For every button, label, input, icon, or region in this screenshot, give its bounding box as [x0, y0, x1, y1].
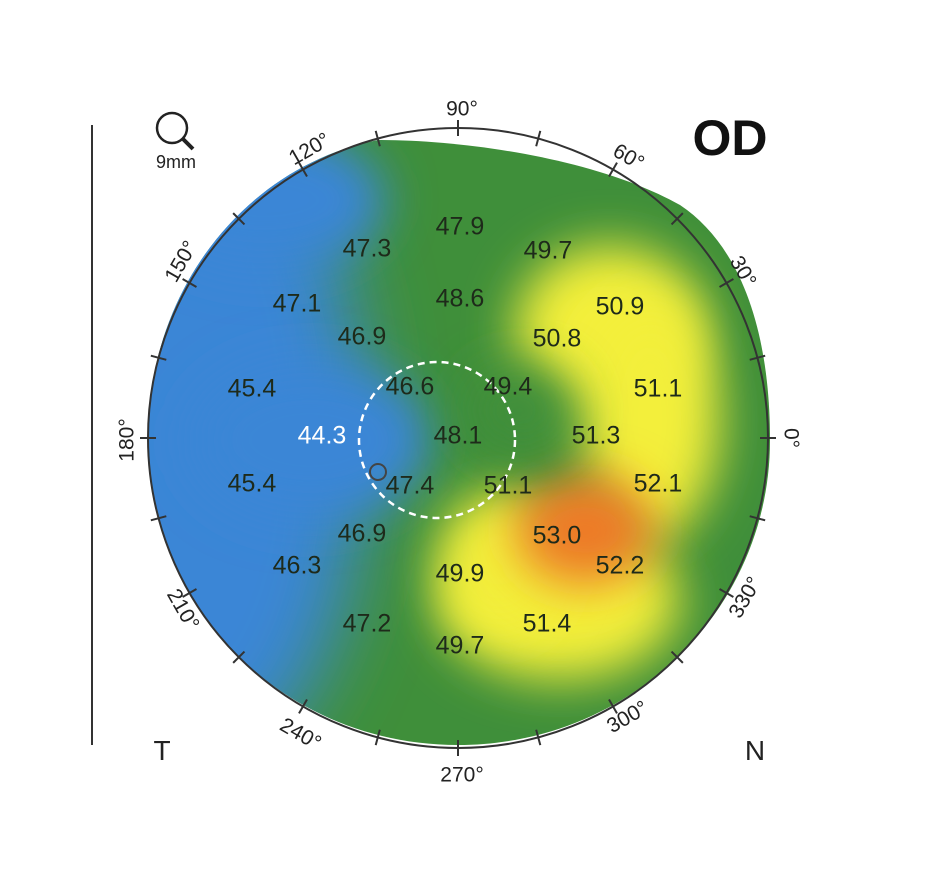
thickness-value-v-46-6: 46.6: [386, 373, 435, 401]
temporal-label: T: [153, 735, 170, 766]
angle-label-0: 90°: [446, 98, 478, 121]
thickness-value-v-52-1: 52.1: [634, 470, 683, 498]
angle-tick: [232, 212, 246, 226]
thickness-value-v-51-1-center: 51.1: [484, 472, 533, 500]
angle-tick: [150, 515, 167, 522]
thickness-color-field: [148, 140, 770, 745]
angle-tick: [670, 212, 684, 226]
thickness-value-v-50-8: 50.8: [533, 325, 582, 353]
thickness-value-v-50-9: 50.9: [596, 293, 645, 321]
thickness-value-v-47-9: 47.9: [436, 213, 485, 241]
angle-tick: [749, 354, 766, 361]
angle-tick: [719, 278, 734, 288]
central-zone-circle: [357, 360, 517, 520]
thickness-value-v-51-4: 51.4: [523, 610, 572, 638]
thickness-value-v-45-4-bottom: 45.4: [228, 470, 277, 498]
angle-label-3: 0°: [779, 428, 802, 448]
green-center-patch: [465, 365, 575, 455]
angle-label-9: 180°: [116, 418, 139, 461]
zoom-label: 9mm: [156, 152, 196, 172]
yellow-right-region: [580, 300, 720, 540]
angle-tick: [749, 515, 766, 522]
angle-tick: [182, 588, 197, 598]
thickness-value-v-47-4: 47.4: [386, 472, 435, 500]
thickness-value-v-49-9: 49.9: [436, 560, 485, 588]
orange-region: [515, 475, 655, 585]
angle-tick: [670, 650, 684, 664]
angle-tick: [150, 354, 167, 361]
thickness-value-v-53-0: 53.0: [533, 522, 582, 550]
angle-tick: [535, 130, 542, 147]
angle-tick: [182, 278, 197, 288]
angle-tick: [608, 699, 618, 714]
zoom-icon: [155, 111, 195, 151]
angle-tick: [535, 729, 542, 746]
thickness-value-v-49-7-top: 49.7: [524, 237, 573, 265]
angle-label-7: 240°: [276, 713, 325, 755]
thickness-value-v-48-6: 48.6: [436, 285, 485, 313]
angle-tick: [719, 588, 734, 598]
angle-label-6: 270°: [440, 764, 483, 787]
thickness-value-v-52-2: 52.2: [596, 552, 645, 580]
thickness-value-v-46-9-bottom: 46.9: [338, 520, 387, 548]
thickness-value-v-45-4-top: 45.4: [228, 375, 277, 403]
thickness-values: 47.9 47.3 49.7 47.1 48.6 50.9 46.9 50.8 45.4 46.6…: [228, 213, 683, 660]
angle-tick: [608, 162, 618, 177]
nasal-label: N: [745, 735, 765, 766]
pupil-center-marker: [369, 463, 387, 481]
blue-center-region: [190, 360, 430, 520]
angle-tick: [298, 699, 308, 714]
thickness-value-v-49-4: 49.4: [484, 373, 533, 401]
eye-label: OD: [693, 110, 768, 166]
thickness-value-v-49-7-bottom: 49.7: [436, 632, 485, 660]
thickness-value-v-47-2: 47.2: [343, 610, 392, 638]
thickness-value-v-47-1: 47.1: [273, 290, 322, 318]
thickness-value-v-46-9-top: 46.9: [338, 323, 387, 351]
thickness-value-v-44-3: 44.3: [298, 422, 347, 450]
angle-ticks: [140, 120, 776, 756]
angle-tick: [374, 130, 381, 147]
angle-tick: [298, 162, 308, 177]
thickness-value-v-46-3: 46.3: [273, 552, 322, 580]
angle-tick: [374, 729, 381, 746]
thickness-value-v-51-1-right: 51.1: [634, 375, 683, 403]
thickness-value-v-48-1: 48.1: [434, 422, 483, 450]
thickness-value-v-51-3: 51.3: [572, 422, 621, 450]
angle-tick: [232, 650, 246, 664]
thickness-value-v-47-3: 47.3: [343, 235, 392, 263]
